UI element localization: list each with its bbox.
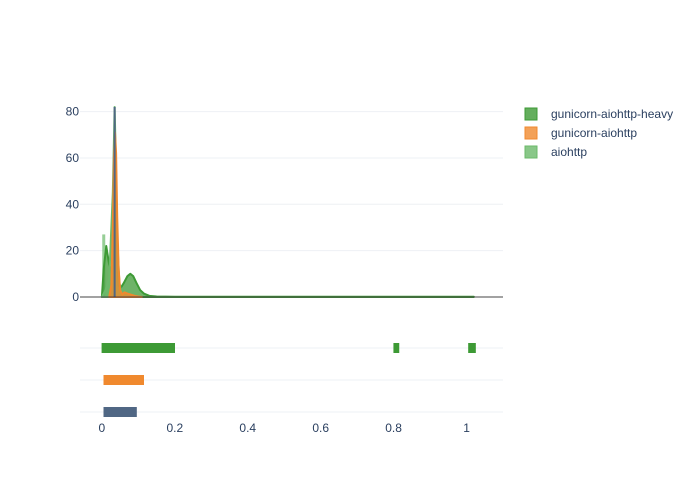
y-tick-label: 40 xyxy=(66,197,80,211)
legend-label-aiohttp: aiohttp xyxy=(551,145,587,159)
rug-mark xyxy=(468,343,473,353)
rug-span xyxy=(103,407,137,417)
density-curve-gunicorn-aiohttp xyxy=(108,131,143,298)
legend-label-gunicorn-aiohttp-heavy: gunicorn-aiohttp-heavy xyxy=(551,107,673,121)
y-tick-label: 0 xyxy=(72,290,79,304)
y-tick-label: 80 xyxy=(66,105,80,119)
y-tick-label: 60 xyxy=(66,151,80,165)
x-tick-label: 0 xyxy=(99,421,106,435)
rug-mark xyxy=(471,343,476,353)
rug-row-gunicorn-aiohttp xyxy=(103,375,144,385)
legend-swatch-gunicorn-aiohttp-heavy xyxy=(524,107,538,121)
x-tick-label: 1 xyxy=(463,421,470,435)
legend-label-gunicorn-aiohttp: gunicorn-aiohttp xyxy=(551,126,637,140)
rug-mark xyxy=(395,343,400,353)
rug-row-gunicorn-aiohttp-heavy xyxy=(101,343,476,353)
rug-span xyxy=(103,375,144,385)
legend-swatch-aiohttp xyxy=(524,145,538,159)
x-tick-label: 0.4 xyxy=(239,421,256,435)
legend: gunicorn-aiohttp-heavy gunicorn-aiohttp ai… xyxy=(524,107,673,159)
x-tick-label: 0.2 xyxy=(166,421,183,435)
rug-span xyxy=(101,343,175,353)
y-tick-label: 20 xyxy=(66,244,80,258)
legend-swatch-gunicorn-aiohttp xyxy=(524,126,538,140)
x-tick-label: 0.6 xyxy=(312,421,329,435)
x-tick-label: 0.8 xyxy=(385,421,402,435)
rug-row-aiohttp xyxy=(103,407,137,417)
